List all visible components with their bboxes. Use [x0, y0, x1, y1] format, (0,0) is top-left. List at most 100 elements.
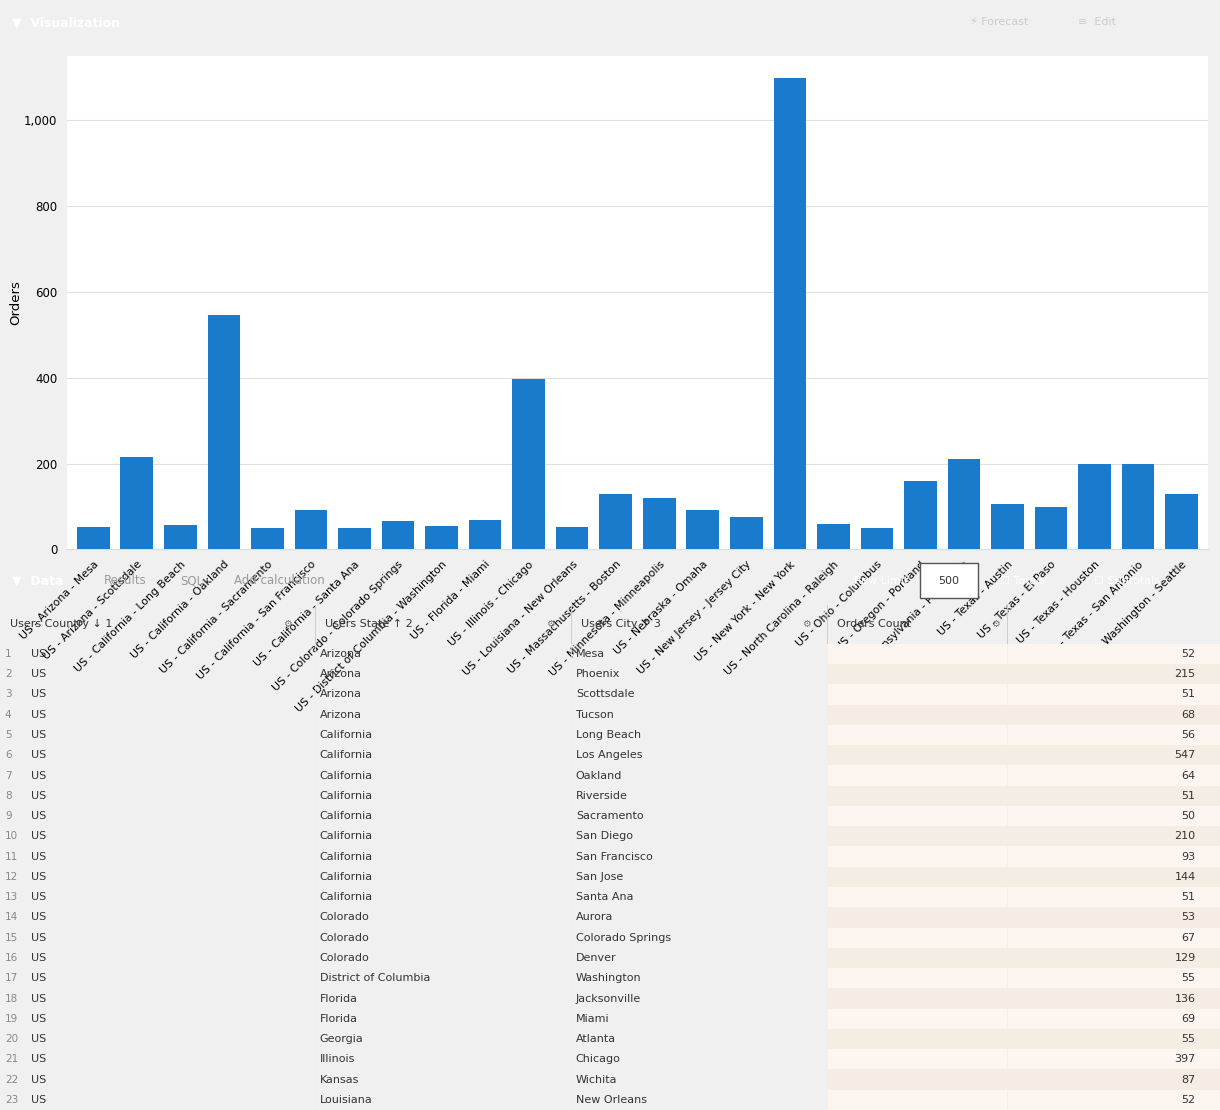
Bar	[827, 786, 1220, 806]
Text: 8: 8	[5, 790, 11, 800]
Text: San Jose: San Jose	[576, 871, 623, 882]
Bar	[294, 509, 327, 549]
Text: Aurora: Aurora	[576, 912, 614, 922]
Text: 500: 500	[938, 575, 960, 586]
Text: 51: 51	[1182, 790, 1196, 800]
Text: Denver: Denver	[576, 953, 616, 963]
Bar	[468, 519, 501, 549]
Text: Arizona: Arizona	[320, 689, 361, 699]
Text: Florida: Florida	[320, 1013, 357, 1023]
Bar	[827, 847, 1220, 867]
Text: Colorado: Colorado	[320, 912, 370, 922]
Bar	[827, 1009, 1220, 1029]
Text: Colorado: Colorado	[320, 932, 370, 942]
Text: US: US	[30, 993, 46, 1003]
Text: US: US	[30, 1013, 46, 1023]
Text: Washington: Washington	[576, 973, 642, 983]
Text: 51: 51	[1182, 892, 1196, 902]
Text: 23: 23	[5, 1094, 18, 1104]
Bar	[827, 948, 1220, 968]
Text: US: US	[30, 973, 46, 983]
Text: Oakland: Oakland	[576, 770, 622, 780]
Bar	[730, 517, 762, 549]
Text: District of Columbia: District of Columbia	[320, 973, 429, 983]
Bar	[1078, 464, 1111, 549]
Text: ⚡ Forecast: ⚡ Forecast	[970, 18, 1028, 28]
Text: 55: 55	[1182, 973, 1196, 983]
Text: California: California	[320, 831, 373, 841]
Text: Sacramento: Sacramento	[576, 811, 643, 821]
Text: 2: 2	[5, 669, 11, 679]
Text: Arizona: Arizona	[320, 669, 361, 679]
Text: Florida: Florida	[320, 993, 357, 1003]
Text: 4: 4	[5, 709, 11, 719]
Text: Arizona: Arizona	[320, 649, 361, 659]
Bar	[827, 928, 1220, 948]
Text: 18: 18	[5, 993, 18, 1003]
Text: US: US	[30, 689, 46, 699]
Text: Results: Results	[104, 574, 146, 587]
Text: 20: 20	[5, 1035, 18, 1045]
Text: California: California	[320, 892, 373, 902]
Bar	[512, 380, 545, 549]
Text: US: US	[30, 669, 46, 679]
Text: US: US	[30, 871, 46, 882]
Text: Chicago: Chicago	[576, 1054, 621, 1064]
Text: 3: 3	[5, 689, 11, 699]
Bar	[827, 988, 1220, 1009]
Text: 55: 55	[1182, 1035, 1196, 1045]
Text: US: US	[30, 730, 46, 740]
Text: 210: 210	[1175, 831, 1196, 841]
Text: ☐ Totals: ☐ Totals	[1000, 575, 1046, 586]
Text: 11: 11	[5, 851, 18, 861]
Text: Miami: Miami	[576, 1013, 610, 1023]
Text: Tucson: Tucson	[576, 709, 614, 719]
Text: 93: 93	[1181, 851, 1196, 861]
Text: Row Limit: Row Limit	[854, 575, 909, 586]
Text: ⚙: ⚙	[547, 619, 555, 629]
Text: 22: 22	[5, 1074, 18, 1084]
Text: Wichita: Wichita	[576, 1074, 617, 1084]
Text: 10: 10	[5, 831, 18, 841]
Text: ☐ Subtotals: ☐ Subtotals	[1094, 575, 1160, 586]
Text: Orders Count: Orders Count	[837, 619, 911, 629]
Text: 144: 144	[1175, 871, 1196, 882]
Text: 7: 7	[5, 770, 11, 780]
Bar	[1122, 464, 1154, 549]
Text: ⚙: ⚙	[991, 619, 1000, 629]
Text: 6: 6	[5, 750, 11, 760]
Text: Colorado: Colorado	[320, 953, 370, 963]
Text: US: US	[30, 851, 46, 861]
Bar	[827, 907, 1220, 928]
Bar	[827, 1029, 1220, 1049]
Y-axis label: Orders: Orders	[10, 281, 22, 325]
Text: California: California	[320, 871, 373, 882]
Bar	[827, 685, 1220, 705]
Text: 15: 15	[5, 932, 18, 942]
Bar	[1035, 506, 1068, 549]
Text: 52: 52	[1181, 649, 1196, 659]
Text: US: US	[30, 649, 46, 659]
Text: Mesa: Mesa	[576, 649, 605, 659]
Bar	[827, 887, 1220, 907]
Text: 397: 397	[1175, 1054, 1196, 1064]
Bar	[827, 725, 1220, 745]
Text: Los Angeles: Los Angeles	[576, 750, 643, 760]
Text: 68: 68	[1181, 709, 1196, 719]
Text: Long Beach: Long Beach	[576, 730, 640, 740]
Bar	[827, 664, 1220, 685]
Text: US: US	[30, 1094, 46, 1104]
Bar	[827, 806, 1220, 826]
Bar	[1165, 494, 1198, 549]
Text: US: US	[30, 953, 46, 963]
Bar	[827, 705, 1220, 725]
Bar	[556, 527, 588, 549]
Text: New Orleans: New Orleans	[576, 1094, 647, 1104]
Text: US: US	[30, 831, 46, 841]
Text: Georgia: Georgia	[320, 1035, 364, 1045]
Text: US: US	[30, 1035, 46, 1045]
Text: ⚙: ⚙	[803, 619, 811, 629]
Text: 12: 12	[5, 871, 18, 882]
Text: California: California	[320, 730, 373, 740]
Text: 87: 87	[1181, 1074, 1196, 1084]
